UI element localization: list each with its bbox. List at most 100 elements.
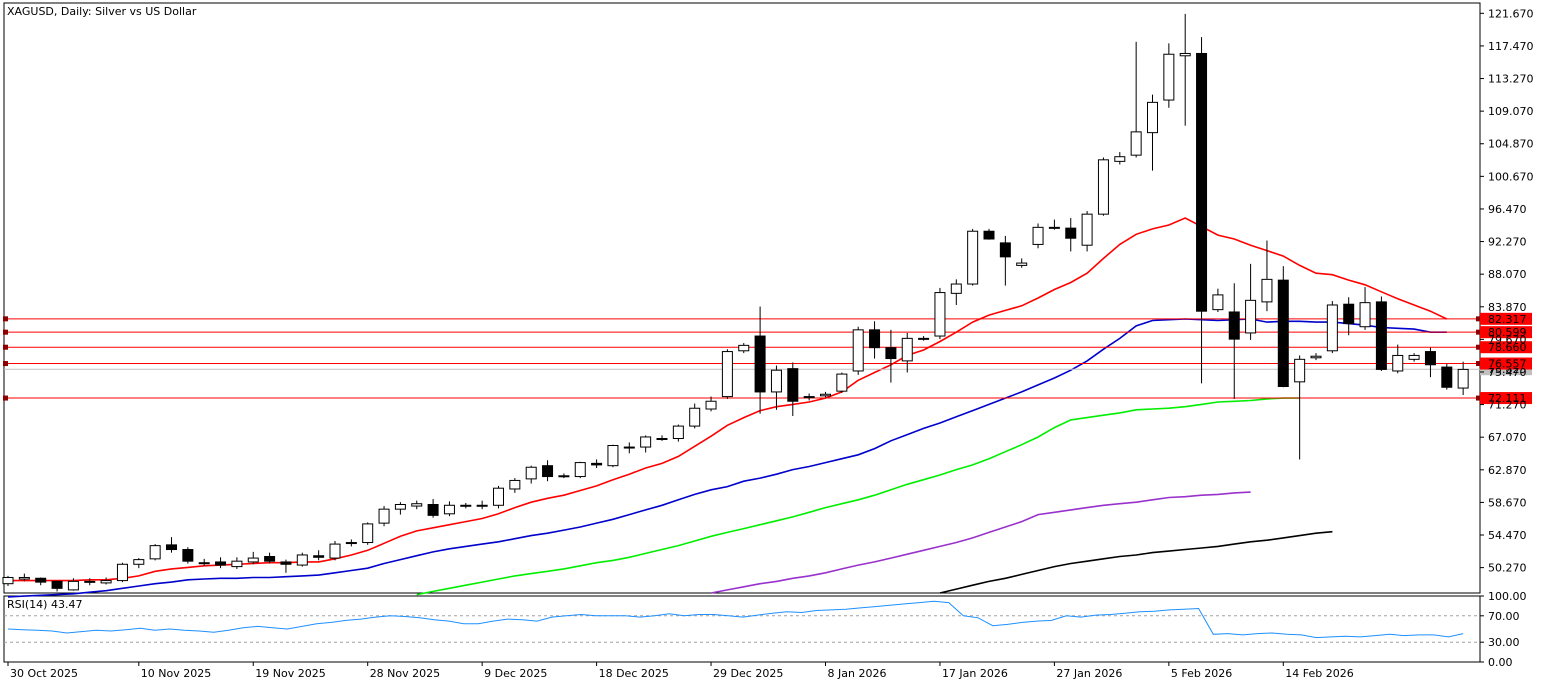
candle-body [1277,279,1289,388]
candle [820,391,831,398]
candle [869,321,881,359]
candle-body [116,563,128,582]
candle [1114,152,1126,165]
price-tick-label: 67.070 [1488,431,1527,444]
rsi-line [7,600,1464,639]
level-price-tag [1480,312,1532,325]
candle [934,287,946,340]
candle [35,577,47,586]
candle-body [754,335,766,393]
candle [443,501,455,517]
candle-body [1326,304,1338,352]
candle-body [705,400,717,410]
price-tick-label: 92.270 [1488,236,1527,249]
level-price-tag [1480,326,1532,339]
candle-body [1424,351,1436,366]
price-tick-label: 100.670 [1488,170,1534,183]
candle-body [182,549,194,562]
candle-body [1212,294,1224,311]
candle [656,435,668,441]
level-price-label: 82.317 [1488,313,1527,326]
level-handle-right [1476,395,1481,401]
time-tick-label: 5 Feb 2026 [1171,667,1232,680]
candle-body [18,576,30,580]
candle-body [427,504,439,516]
candle-body [1081,213,1093,246]
time-tick-label: 18 Dec 2025 [599,667,669,680]
candle-body [476,504,488,507]
candlesticks [2,13,1469,592]
candle [754,306,766,414]
candle-body [967,230,979,285]
candle-body [1163,53,1175,101]
candle-body [35,577,47,583]
candle-body [149,545,161,560]
candle-body [2,576,14,585]
candle [1163,43,1175,108]
candle [1212,288,1224,312]
price-tick-label: 50.270 [1488,562,1527,575]
candle [901,332,913,373]
candle-body [591,462,603,466]
candle [1179,13,1191,126]
moving-average-line [710,491,1251,594]
candle-body [901,337,913,362]
candle-body [689,407,701,427]
candle-body [51,580,63,589]
rsi-panel: 100.00 70.00 30.00 0.00 [4,590,1527,669]
rsi-tick-label: 100.00 [1488,590,1527,603]
candle [1065,218,1077,252]
candle [770,365,782,410]
candle-body [1441,366,1453,388]
candle-body [329,543,341,559]
level-price-label: 78.660 [1488,341,1527,354]
candle [1228,283,1240,399]
candle [51,580,63,592]
level-handle-left [3,395,8,401]
candle [67,578,79,591]
candle [1424,347,1436,378]
candle [133,558,145,569]
price-tick-label: 83.870 [1488,301,1527,314]
candle [950,279,962,305]
candle-body [623,446,635,449]
candle [198,558,210,566]
candle [1245,263,1257,340]
candle-body [738,344,750,352]
price-axis: 121.670 117.470 113.270 109.070 104.870 100.6… [1480,7,1534,575]
candle-body [983,230,995,240]
candle-body [411,503,423,507]
candle [329,540,341,561]
candle [852,326,864,375]
candle-body [852,329,864,372]
chart-title: XAGUSD, Daily: Silver vs US Dollar [7,5,197,18]
price-tick-label: 71.270 [1488,399,1527,412]
main-plot-frame [3,2,1481,594]
candle [182,547,194,564]
candle [493,485,504,509]
candle [166,537,177,553]
candle-body [67,580,79,591]
time-tick-label: 9 Dec 2025 [484,667,547,680]
candle-body [166,544,177,551]
candle [394,502,406,515]
time-axis: 30 Oct 2025 10 Nov 2025 19 Nov 2025 28 Nov … [7,662,1354,680]
candle [1310,353,1322,361]
candle-body [770,369,782,393]
candle-body [215,561,227,566]
candle [1294,355,1306,460]
candle-body [607,445,619,467]
candle-body [1196,52,1208,312]
candle-body [1065,227,1077,239]
candle [525,465,537,484]
level-price-tag [1480,357,1532,370]
candle [689,403,701,429]
candle [1147,94,1158,171]
time-tick-label: 29 Dec 2025 [713,667,783,680]
candle-body [1228,311,1240,340]
candle [803,393,815,401]
rsi-plot-frame [3,595,1481,663]
